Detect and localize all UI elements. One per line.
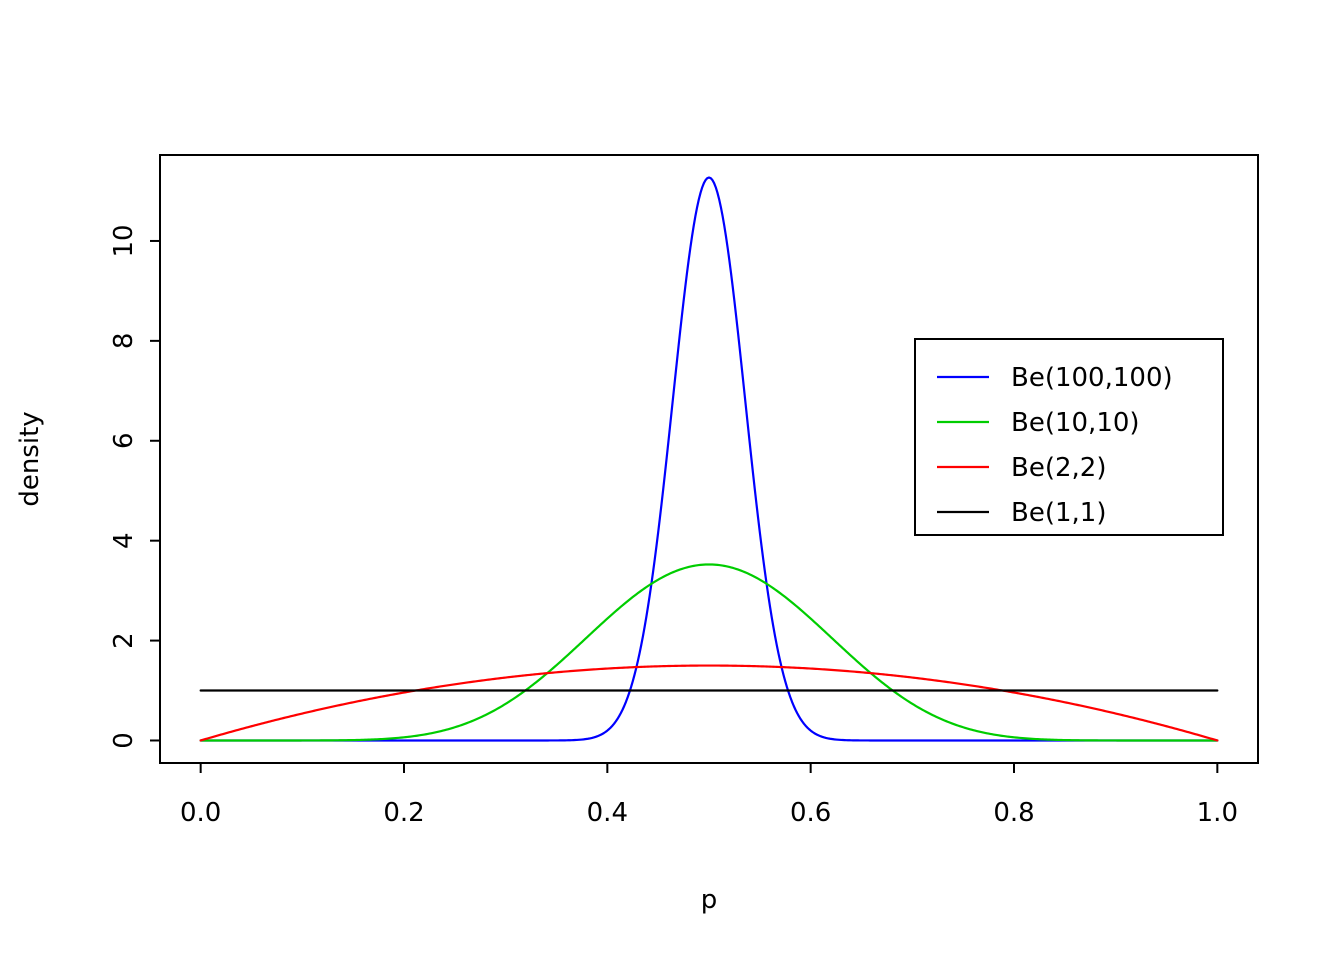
- y-axis-label: density: [15, 411, 45, 507]
- x-tick-label: 0.0: [180, 798, 221, 828]
- legend-label: Be(100,100): [1011, 363, 1173, 393]
- x-tick-label: 0.2: [383, 798, 424, 828]
- legend-label: Be(2,2): [1011, 453, 1106, 483]
- series-curve-be-2-2-: [199, 664, 1219, 742]
- x-tick-label: 0.4: [587, 798, 628, 828]
- x-tick-label: 0.6: [790, 798, 831, 828]
- axes: 0.0 0.2 0.4 0.6 0.8 1.0 0 2 4 6 8 10: [109, 224, 1238, 828]
- legend-box: [914, 338, 1224, 536]
- y-tick-label: 0: [109, 732, 139, 749]
- legend-label: Be(10,10): [1011, 408, 1140, 438]
- x-tick-label: 0.8: [993, 798, 1034, 828]
- y-tick-label: 2: [109, 632, 139, 649]
- x-axis-label: p: [700, 885, 718, 915]
- y-tick-label: 4: [109, 532, 139, 549]
- plot-frame: [159, 154, 1259, 764]
- y-tick-label: 10: [109, 224, 139, 257]
- legend: Be(100,100) Be(10,10) Be(2,2) Be(1,1): [914, 338, 1224, 536]
- y-tick-label: 8: [109, 333, 139, 350]
- legend-label: Be(1,1): [1011, 498, 1106, 528]
- y-tick-label: 6: [109, 432, 139, 449]
- x-tick-label: 1.0: [1197, 798, 1238, 828]
- series-curve-be-10-10-: [199, 563, 1219, 742]
- density-curves: [199, 176, 1219, 742]
